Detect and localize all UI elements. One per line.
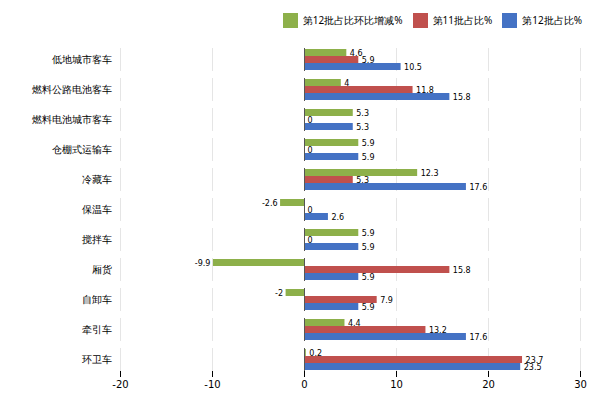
svg-text:-9.9: -9.9 — [195, 259, 211, 268]
svg-text:12.3: 12.3 — [421, 169, 439, 178]
svg-text:5.9: 5.9 — [362, 229, 375, 238]
svg-text:4.6: 4.6 — [350, 49, 363, 58]
svg-text:5.9: 5.9 — [362, 139, 375, 148]
svg-text:7.9: 7.9 — [380, 296, 393, 305]
svg-text:10: 10 — [390, 379, 403, 390]
html-text:第12批占比环比增减%: 第12批占比环比增减% — [302, 13, 403, 27]
svg-text:0: 0 — [308, 206, 313, 215]
svg-text:15.8: 15.8 — [453, 266, 471, 275]
svg-text:30: 30 — [574, 379, 587, 390]
svg-text:环卫车: 环卫车 — [82, 354, 112, 365]
svg-text:牵引车: 牵引车 — [82, 324, 112, 335]
svg-text:5.9: 5.9 — [362, 153, 375, 162]
svg-text:自卸车: 自卸车 — [82, 294, 112, 305]
svg-text:5.9: 5.9 — [362, 243, 375, 252]
svg-text:17.6: 17.6 — [469, 183, 487, 192]
svg-text:-2: -2 — [275, 289, 283, 298]
svg-text:15.8: 15.8 — [453, 93, 471, 102]
html-text:第12批占比%: 第12批占比% — [522, 13, 582, 27]
svg-text:冷藏车: 冷藏车 — [82, 174, 112, 185]
svg-text:厢货: 厢货 — [92, 264, 112, 275]
svg-text:23.5: 23.5 — [524, 363, 542, 372]
svg-text:11.8: 11.8 — [416, 86, 434, 95]
svg-text:5.9: 5.9 — [362, 56, 375, 65]
svg-text:2.6: 2.6 — [331, 213, 344, 222]
svg-text:-10: -10 — [204, 379, 220, 390]
svg-text:低地城市客车: 低地城市客车 — [52, 54, 112, 65]
svg-text:保温车: 保温车 — [82, 204, 112, 215]
svg-text:0: 0 — [308, 116, 313, 125]
svg-text:5.3: 5.3 — [356, 123, 369, 132]
svg-text:23.7: 23.7 — [525, 355, 544, 365]
svg-text:5.3: 5.3 — [356, 109, 369, 118]
svg-text:搅拌车: 搅拌车 — [82, 234, 112, 245]
svg-text:5.9: 5.9 — [362, 273, 375, 282]
html-text:第11批占比%: 第11批占比% — [432, 13, 493, 27]
svg-text:5.3: 5.3 — [356, 176, 369, 185]
svg-text:0: 0 — [301, 379, 307, 390]
svg-text:10.5: 10.5 — [404, 63, 422, 72]
svg-text:4: 4 — [344, 79, 349, 88]
svg-text:0: 0 — [308, 236, 313, 245]
svg-text:0: 0 — [308, 146, 313, 155]
svg-text:-20: -20 — [112, 379, 128, 390]
svg-text:燃料电池城市客车: 燃料电池城市客车 — [32, 114, 112, 125]
svg-text:13.2: 13.2 — [429, 326, 447, 335]
svg-text:0.2: 0.2 — [309, 349, 322, 358]
svg-text:仓棚式运输车: 仓棚式运输车 — [52, 144, 112, 155]
svg-text:20: 20 — [482, 379, 495, 390]
svg-text:4.4: 4.4 — [348, 319, 361, 328]
svg-text:17.6: 17.6 — [469, 333, 487, 342]
svg-text:-2.6: -2.6 — [262, 199, 278, 208]
svg-text:燃料公路电池客车: 燃料公路电池客车 — [32, 84, 112, 95]
svg-text:5.9: 5.9 — [362, 303, 375, 312]
